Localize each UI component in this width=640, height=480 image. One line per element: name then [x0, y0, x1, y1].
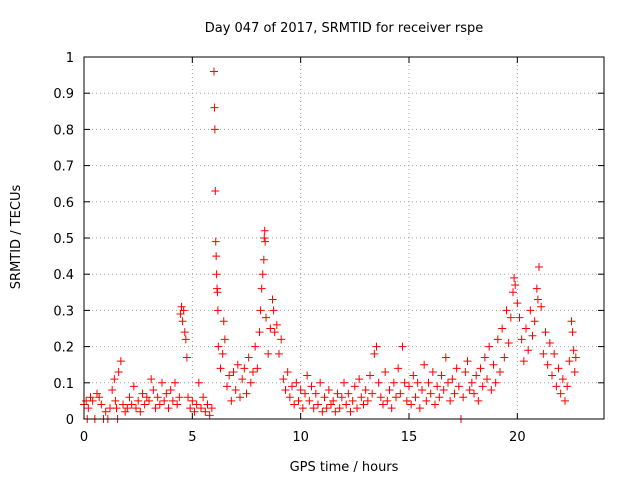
chart-background [0, 0, 640, 480]
x-tick-label: 5 [188, 430, 196, 445]
chart-title: Day 047 of 2017, SRMTID for receiver rsp… [205, 21, 484, 36]
y-tick-label: 0.3 [53, 304, 74, 319]
y-tick-label: 0.1 [53, 377, 74, 392]
x-tick-label: 0 [80, 430, 88, 445]
y-tick-label: 0.2 [53, 341, 74, 356]
x-tick-label: 15 [401, 430, 418, 445]
y-axis-label: SRMTID / TECUs [9, 185, 24, 290]
y-tick-label: 0.4 [53, 268, 74, 283]
y-tick-label: 0.7 [53, 160, 74, 175]
y-tick-label: 0 [66, 413, 74, 428]
y-tick-label: 1 [66, 51, 74, 66]
x-tick-label: 20 [509, 430, 526, 445]
y-tick-label: 0.9 [53, 87, 74, 102]
y-tick-label: 0.6 [53, 196, 74, 211]
scatter-chart: Day 047 of 2017, SRMTID for receiver rsp… [0, 0, 640, 480]
y-tick-label: 0.8 [53, 123, 74, 138]
x-tick-label: 10 [292, 430, 309, 445]
x-axis-label: GPS time / hours [290, 460, 399, 475]
y-tick-label: 0.5 [53, 232, 74, 247]
